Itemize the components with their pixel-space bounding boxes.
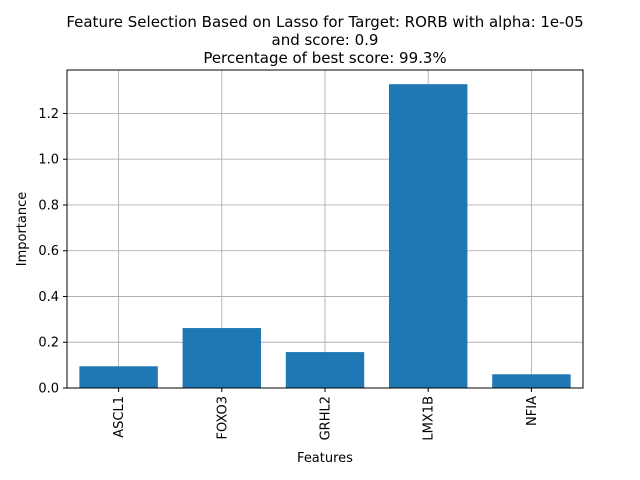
chart-title-line-1: Feature Selection Based on Lasso for Tar… <box>66 13 583 31</box>
bar-nfia <box>492 374 571 388</box>
bar-foxo3 <box>182 328 262 388</box>
x-tick-label: NFIA <box>525 396 540 426</box>
y-tick-label: 0.2 <box>38 336 59 351</box>
x-axis-label: Features <box>297 451 353 466</box>
bar-lmx1b <box>388 84 468 388</box>
chart-title-line-2: and score: 0.9 <box>272 31 379 49</box>
y-axis-label: Importance <box>15 192 30 267</box>
x-grid <box>118 70 532 388</box>
y-axis-ticks: 0.0 0.2 0.4 0.6 0.8 1.0 1.2 <box>38 107 67 397</box>
x-tick-label: GRHL2 <box>319 396 334 440</box>
x-axis-ticks: ASCL1 FOXO3 GRHL2 LMX1B NFIA <box>112 388 540 441</box>
y-tick-label: 0.0 <box>38 382 59 397</box>
y-tick-label: 1.0 <box>38 153 59 168</box>
x-tick-label: FOXO3 <box>215 396 230 439</box>
bar-ascl1 <box>79 366 158 388</box>
y-tick-label: 0.4 <box>38 290 59 305</box>
y-tick-label: 0.8 <box>38 198 59 213</box>
x-tick-label: ASCL1 <box>112 396 127 438</box>
y-tick-label: 0.6 <box>38 244 59 259</box>
bar-grhl2 <box>285 352 365 388</box>
chart-title: Feature Selection Based on Lasso for Tar… <box>66 13 583 67</box>
bars <box>79 84 571 388</box>
x-tick-label: LMX1B <box>422 396 437 441</box>
chart-title-line-3: Percentage of best score: 99.3% <box>203 49 446 67</box>
y-tick-label: 1.2 <box>38 107 59 122</box>
